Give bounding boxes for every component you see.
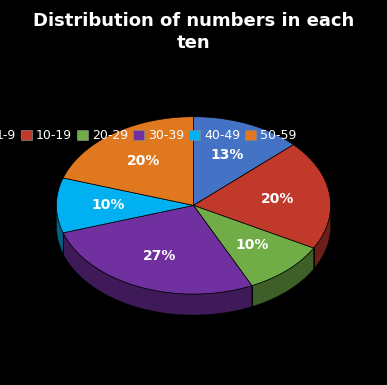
- Polygon shape: [63, 233, 252, 315]
- Text: 27%: 27%: [143, 249, 176, 263]
- Text: 10%: 10%: [92, 198, 125, 213]
- Polygon shape: [194, 206, 313, 286]
- Text: 20%: 20%: [127, 154, 160, 168]
- Text: 20%: 20%: [261, 191, 295, 206]
- Polygon shape: [313, 206, 330, 269]
- Polygon shape: [194, 145, 330, 248]
- Text: 10%: 10%: [235, 238, 268, 253]
- Polygon shape: [63, 206, 252, 294]
- Polygon shape: [57, 178, 194, 233]
- Polygon shape: [252, 248, 313, 306]
- Legend: 1-9, 10-19, 20-29, 30-39, 40-49, 50-59: 1-9, 10-19, 20-29, 30-39, 40-49, 50-59: [0, 124, 301, 147]
- Polygon shape: [194, 117, 293, 206]
- Polygon shape: [63, 117, 194, 206]
- Text: 13%: 13%: [211, 148, 244, 162]
- Polygon shape: [57, 206, 63, 254]
- Text: Distribution of numbers in each
ten: Distribution of numbers in each ten: [33, 12, 354, 52]
